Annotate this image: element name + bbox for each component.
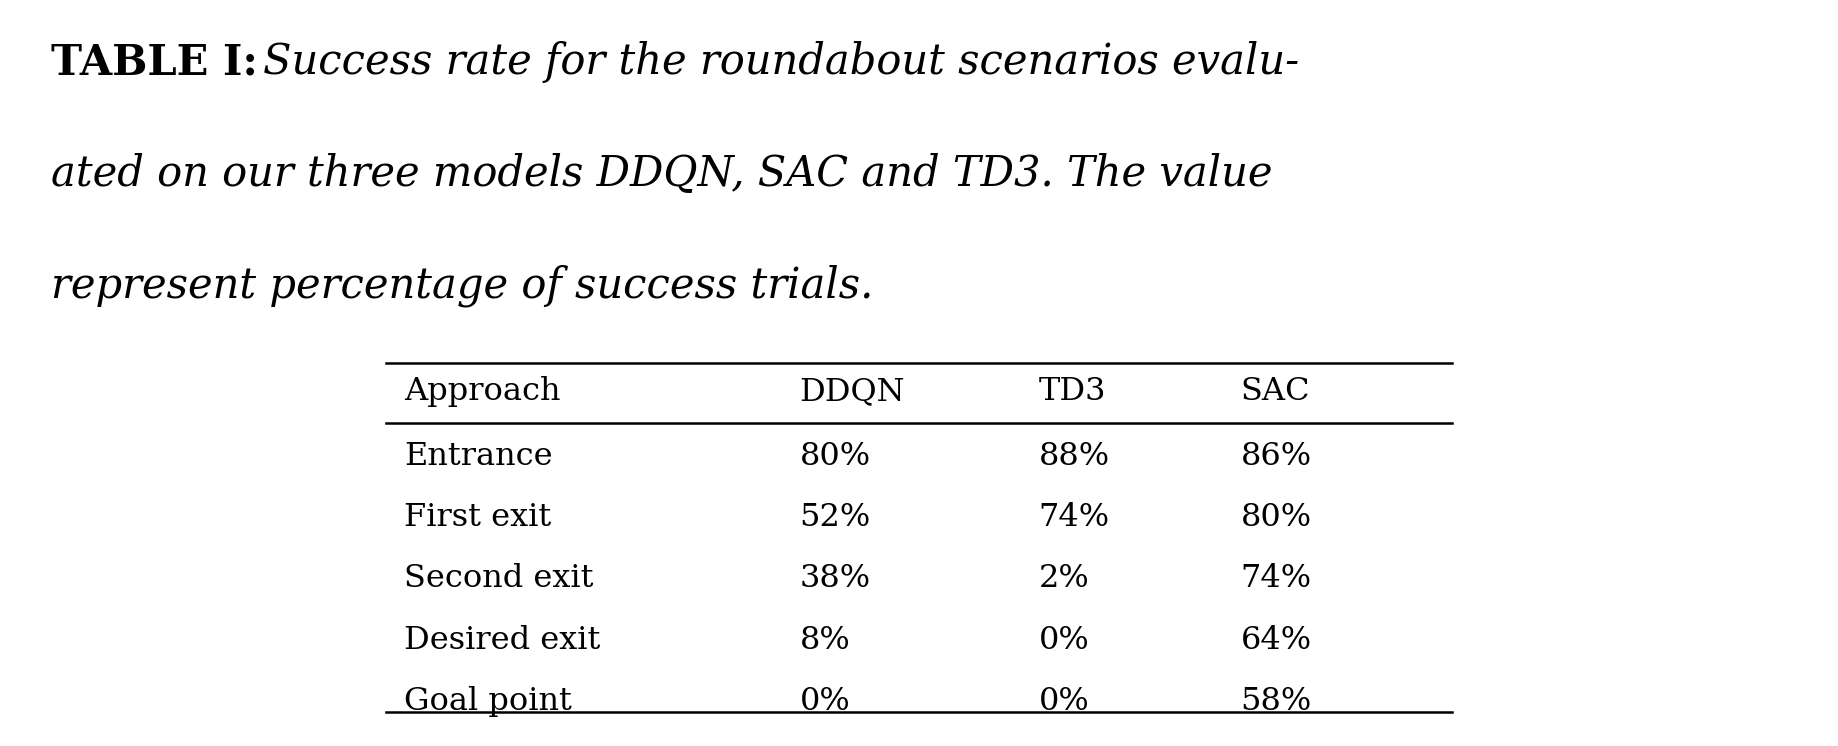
Text: 0%: 0%	[1038, 624, 1090, 656]
Text: 88%: 88%	[1038, 441, 1110, 472]
Text: 74%: 74%	[1038, 502, 1110, 533]
Text: Second exit: Second exit	[404, 563, 594, 595]
Text: Entrance: Entrance	[404, 441, 553, 472]
Text: ated on our three models DDQN, SAC and TD3. The value: ated on our three models DDQN, SAC and T…	[51, 153, 1274, 195]
Text: represent percentage of success trials.: represent percentage of success trials.	[51, 265, 873, 307]
Text: 38%: 38%	[800, 563, 871, 595]
Text: TABLE I:: TABLE I:	[51, 41, 259, 83]
Text: DDQN: DDQN	[800, 376, 904, 407]
Text: 64%: 64%	[1241, 624, 1312, 656]
Text: First exit: First exit	[404, 502, 551, 533]
Text: TD3: TD3	[1038, 376, 1106, 407]
Text: Goal point: Goal point	[404, 686, 572, 717]
Text: Desired exit: Desired exit	[404, 624, 601, 656]
Text: 0%: 0%	[800, 686, 851, 717]
Text: 52%: 52%	[800, 502, 871, 533]
Text: 86%: 86%	[1241, 441, 1312, 472]
Text: 58%: 58%	[1241, 686, 1312, 717]
Text: 80%: 80%	[1241, 502, 1312, 533]
Text: 8%: 8%	[800, 624, 851, 656]
Text: 2%: 2%	[1038, 563, 1090, 595]
Text: 80%: 80%	[800, 441, 871, 472]
Text: 0%: 0%	[1038, 686, 1090, 717]
Text: Approach: Approach	[404, 376, 561, 407]
Text: SAC: SAC	[1241, 376, 1310, 407]
Text: Success rate for the roundabout scenarios evalu-: Success rate for the roundabout scenario…	[263, 41, 1299, 83]
Text: 74%: 74%	[1241, 563, 1312, 595]
